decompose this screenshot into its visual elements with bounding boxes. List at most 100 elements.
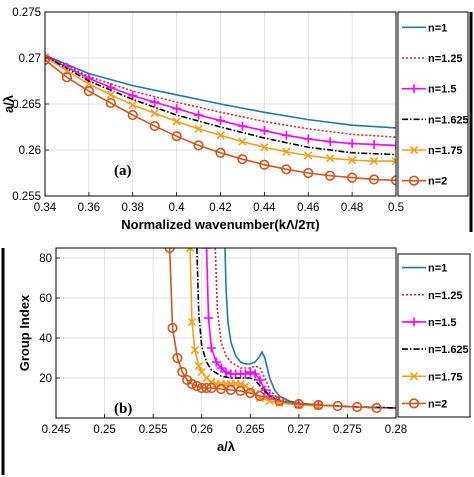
data-point-marker bbox=[313, 399, 324, 411]
panel-b-legend: n=1 n=1.25 n=1.5 n=1.625 n=1.75 n=2 bbox=[397, 253, 471, 418]
data-point-marker bbox=[177, 366, 188, 378]
legend-entry-label: n=1.75 bbox=[428, 371, 463, 383]
data-point-marker bbox=[106, 90, 115, 99]
panel-a-legend: n=1 n=1.25 n=1.5 n=1.625 n=1.75 n=2 bbox=[397, 11, 469, 197]
data-point-marker bbox=[347, 139, 357, 149]
x-tick-label: 0.25 bbox=[93, 424, 115, 436]
data-point-marker bbox=[391, 156, 396, 166]
x-tick-label: 0.4 bbox=[169, 202, 186, 214]
data-point-marker bbox=[408, 175, 420, 186]
panel-b-chart: 0.245 0.25 0.255 0.26 0.265 0.27 0.275 0.28 20 40… bbox=[17, 247, 471, 454]
panel-b-ticks: 0.245 0.25 0.255 0.26 0.265 0.27 0.275 0.28 20 40… bbox=[39, 253, 407, 436]
series-line bbox=[45, 59, 396, 182]
data-point-marker bbox=[149, 120, 160, 132]
series-n-1-5 bbox=[45, 51, 396, 150]
series-n-2 bbox=[164, 248, 382, 414]
data-point-marker bbox=[187, 317, 197, 327]
data-point-marker bbox=[274, 395, 285, 407]
y-tick-label: 40 bbox=[39, 333, 52, 345]
data-point-marker bbox=[172, 117, 181, 126]
data-point-marker bbox=[390, 175, 396, 186]
data-point-marker bbox=[194, 110, 204, 120]
x-tick-label: 0.275 bbox=[333, 424, 362, 436]
panel-a-chart: 0.34 0.36 0.38 0.4 0.42 0.44 0.46 0.48 0.5 0.255 0… bbox=[1, 7, 469, 232]
data-point-marker bbox=[194, 124, 203, 134]
data-point-marker bbox=[194, 361, 203, 371]
data-point-marker bbox=[245, 387, 256, 399]
series-n-1 bbox=[45, 54, 396, 129]
series-n-2 bbox=[45, 54, 396, 186]
legend-entry-label: n=2 bbox=[428, 398, 447, 410]
data-point-marker bbox=[408, 398, 420, 409]
x-tick-label: 0.26 bbox=[191, 424, 213, 436]
x-tick-label: 0.27 bbox=[288, 424, 310, 436]
data-point-marker bbox=[282, 147, 291, 157]
data-point-marker bbox=[368, 174, 380, 185]
data-point-marker bbox=[237, 154, 248, 165]
panel-b-series bbox=[164, 248, 396, 414]
panel-b-y-axis-label: Group Index bbox=[17, 294, 32, 371]
data-point-marker bbox=[235, 385, 246, 397]
data-point-marker bbox=[216, 383, 227, 395]
data-point-marker bbox=[325, 170, 336, 181]
data-point-marker bbox=[215, 147, 226, 158]
data-point-marker bbox=[167, 322, 178, 334]
series-line bbox=[45, 54, 396, 129]
data-point-marker bbox=[164, 248, 175, 254]
data-point-marker bbox=[61, 72, 73, 83]
x-tick-label: 0.245 bbox=[42, 424, 71, 436]
x-tick-label: 0.44 bbox=[253, 202, 276, 214]
data-point-marker bbox=[409, 145, 419, 155]
data-point-marker bbox=[202, 248, 212, 253]
data-point-marker bbox=[45, 52, 50, 62]
y-tick-label: 0.255 bbox=[12, 191, 41, 203]
data-point-marker bbox=[216, 116, 225, 126]
data-point-marker bbox=[191, 380, 202, 392]
data-point-marker bbox=[211, 357, 221, 367]
legend-entry-label: n=1.25 bbox=[428, 53, 463, 65]
data-point-marker bbox=[352, 401, 363, 413]
y-tick-label: 0.27 bbox=[19, 53, 41, 65]
y-tick-label: 20 bbox=[39, 373, 52, 385]
data-point-marker bbox=[201, 382, 212, 394]
data-point-marker bbox=[369, 139, 379, 149]
data-point-marker bbox=[150, 109, 159, 118]
data-point-marker bbox=[190, 345, 200, 355]
panel-b-x-axis-label: a/λ bbox=[217, 439, 236, 454]
data-point-marker bbox=[250, 369, 260, 379]
x-tick-label: 0.265 bbox=[236, 424, 265, 436]
data-point-marker bbox=[325, 137, 335, 147]
x-tick-label: 0.5 bbox=[388, 202, 404, 214]
legend-entry-label: n=1.25 bbox=[428, 290, 463, 302]
data-point-marker bbox=[216, 363, 226, 373]
data-point-marker bbox=[304, 151, 313, 160]
legend-entry-label: n=1 bbox=[428, 22, 447, 34]
data-point-marker bbox=[172, 352, 183, 364]
data-point-marker bbox=[409, 317, 419, 327]
legend-box bbox=[397, 253, 471, 418]
x-tick-label: 0.48 bbox=[341, 202, 363, 214]
data-point-marker bbox=[281, 164, 292, 175]
panel-a-x-axis-label: Normalized wavenumber(kΛ/2π) bbox=[121, 217, 320, 232]
x-tick-label: 0.28 bbox=[385, 424, 407, 436]
series-line bbox=[168, 248, 377, 409]
data-point-marker bbox=[196, 382, 207, 394]
panel-a-y-axis-label: a/λ bbox=[1, 94, 16, 113]
legend-box bbox=[397, 11, 469, 197]
data-point-marker bbox=[260, 143, 269, 152]
panel-a-ticks: 0.34 0.36 0.38 0.4 0.42 0.44 0.46 0.48 0.5 0.255 0… bbox=[12, 7, 404, 214]
data-point-marker bbox=[391, 140, 396, 150]
data-point-marker bbox=[105, 97, 116, 109]
data-point-marker bbox=[127, 109, 138, 121]
data-point-marker bbox=[303, 134, 313, 144]
data-point-marker bbox=[206, 382, 217, 394]
legend-entry-label: n=1.625 bbox=[428, 344, 469, 356]
data-point-marker bbox=[221, 367, 231, 377]
data-point-marker bbox=[172, 104, 182, 114]
data-point-marker bbox=[254, 390, 266, 402]
data-point-marker bbox=[347, 155, 357, 165]
data-point-marker bbox=[326, 154, 335, 163]
data-point-marker bbox=[281, 130, 291, 140]
series-line bbox=[45, 55, 396, 156]
